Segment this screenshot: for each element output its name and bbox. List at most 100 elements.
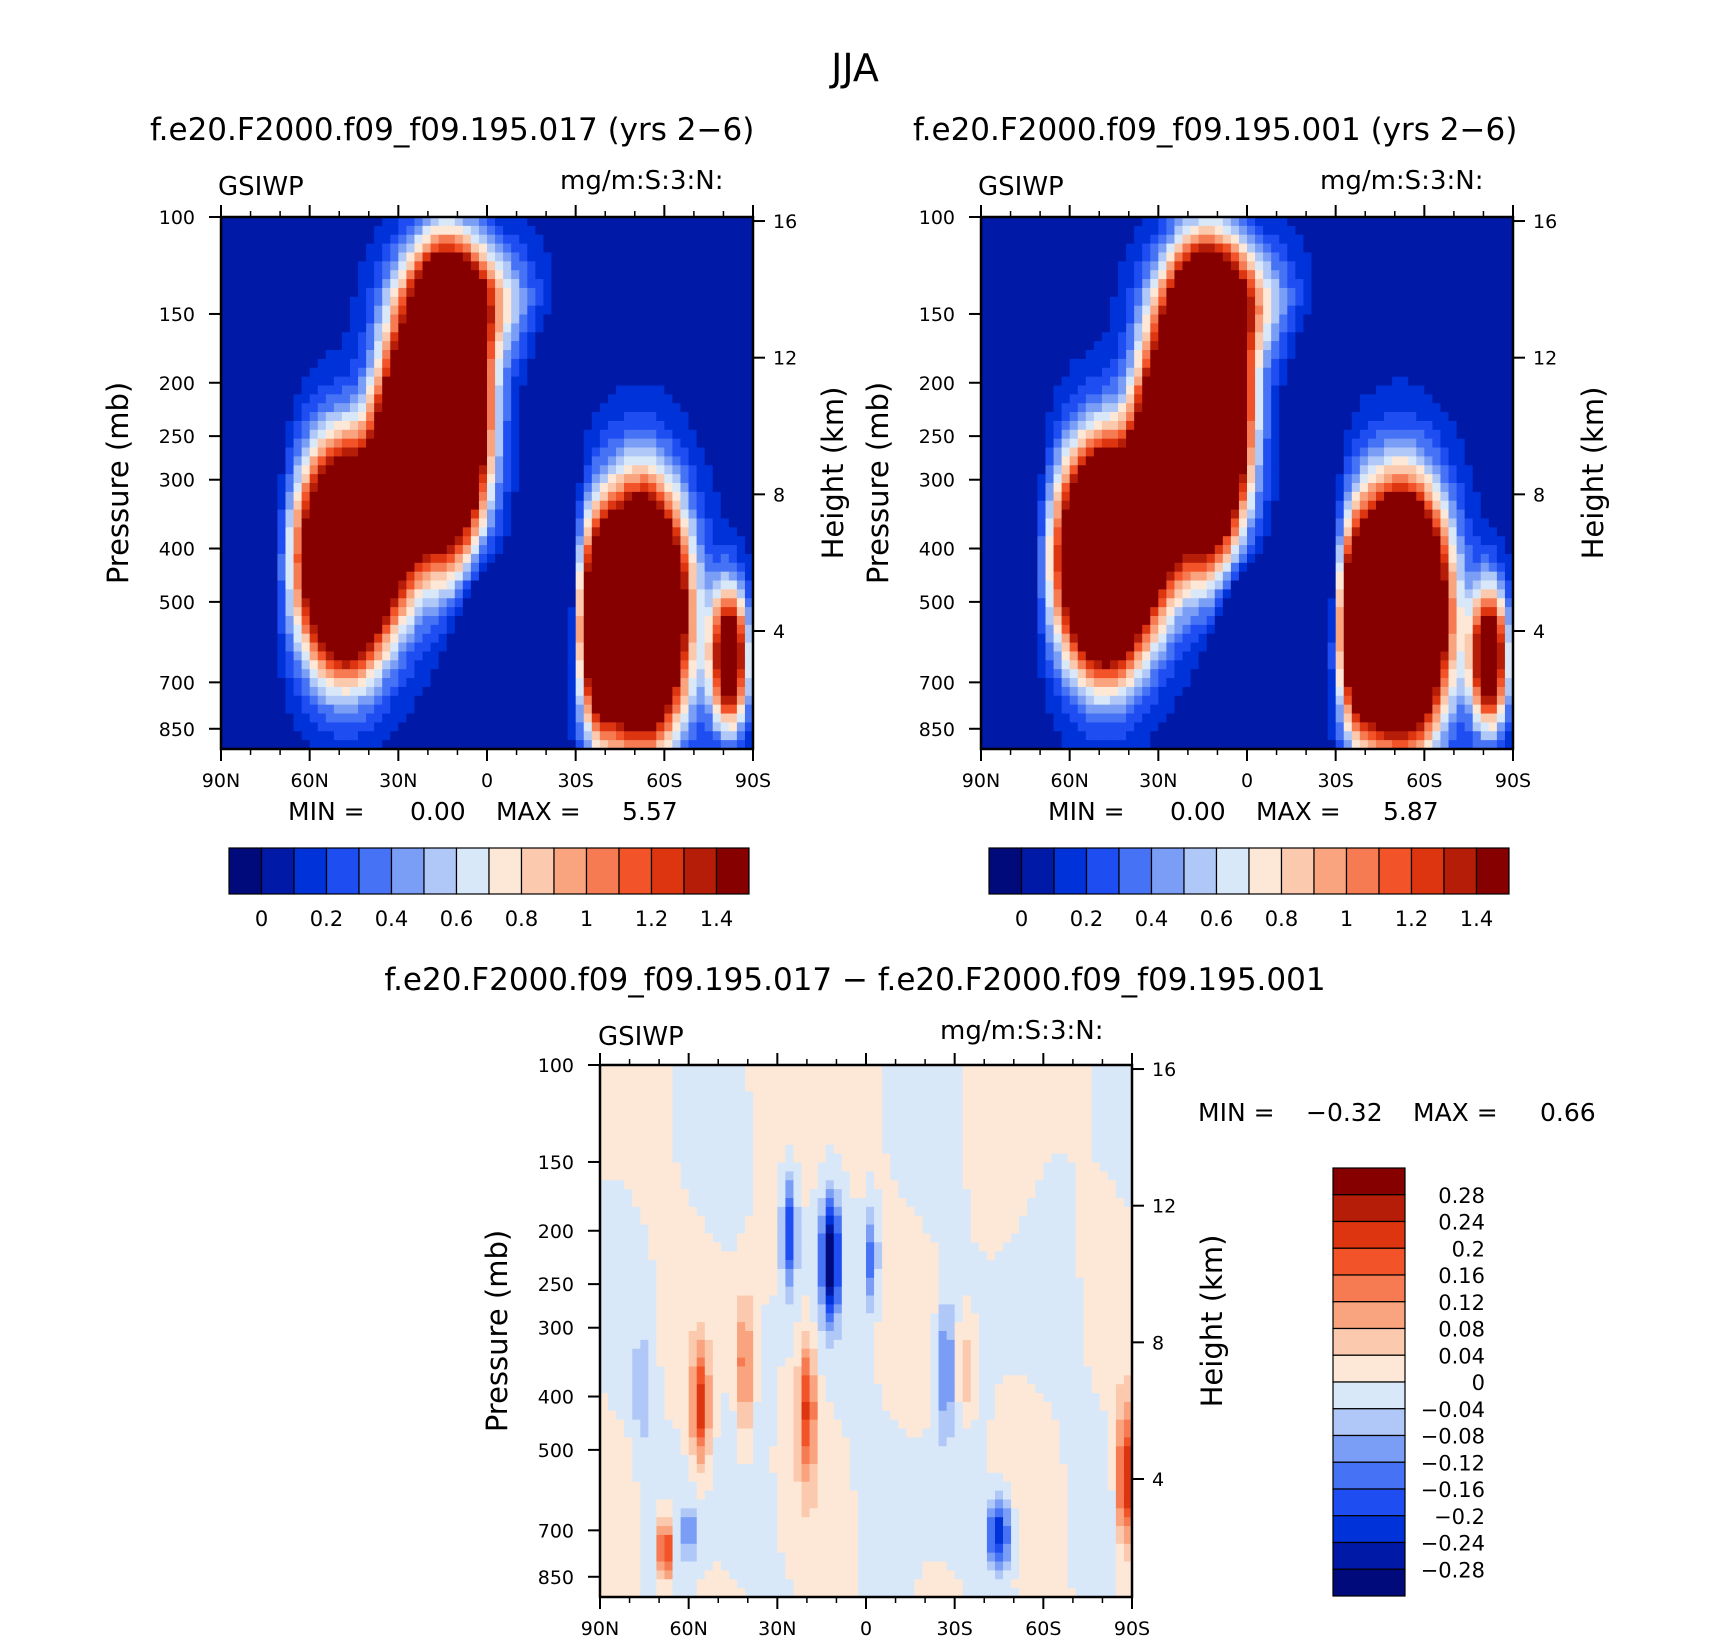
field-cell	[1150, 261, 1159, 271]
field-cell	[446, 624, 456, 635]
field-cell	[672, 217, 682, 227]
field-cell	[640, 456, 649, 466]
field-cell	[1432, 252, 1442, 262]
field-cell	[358, 429, 367, 440]
field-cell	[981, 305, 990, 316]
field-cell	[317, 518, 327, 528]
field-cell	[1480, 296, 1490, 307]
field-cell	[495, 624, 504, 635]
field-cell	[615, 633, 625, 644]
field-cell	[1400, 287, 1409, 298]
field-cell	[398, 314, 407, 324]
field-cell	[358, 598, 367, 608]
field-cell	[221, 412, 230, 422]
field-cell	[656, 704, 665, 715]
field-cell	[591, 447, 601, 457]
field-cell	[1206, 270, 1216, 280]
field-cell	[1150, 341, 1159, 351]
field-cell	[1488, 323, 1498, 333]
field-cell	[446, 305, 456, 316]
field-cell	[1263, 217, 1272, 227]
field-cell	[382, 518, 391, 528]
field-cell	[333, 686, 343, 697]
field-cell	[1230, 252, 1240, 262]
field-cell	[543, 562, 553, 573]
field-cell	[406, 429, 416, 440]
field-cell	[382, 323, 391, 333]
field-cell	[253, 474, 262, 484]
field-cell	[664, 287, 673, 298]
field-cell	[1013, 314, 1022, 324]
field-cell	[664, 403, 673, 413]
field-cell	[599, 491, 609, 502]
field-cell	[704, 243, 714, 254]
field-cell	[269, 305, 279, 316]
field-cell	[1271, 279, 1280, 289]
field-cell	[325, 314, 335, 324]
field-cell	[1432, 305, 1442, 316]
field-cell	[470, 500, 480, 511]
field-cell	[390, 607, 399, 617]
field-cell	[390, 518, 399, 528]
field-cell	[615, 252, 625, 262]
field-cell	[1093, 332, 1103, 342]
field-cell	[285, 252, 295, 262]
field-cell	[333, 323, 343, 333]
field-cell	[309, 429, 319, 440]
field-cell	[1150, 217, 1159, 227]
field-cell	[1343, 323, 1353, 333]
field-cell	[519, 420, 528, 431]
field-cell	[591, 598, 601, 608]
field-cell	[712, 456, 722, 466]
field-cell	[1182, 323, 1192, 333]
field-cell	[430, 270, 440, 280]
field-cell	[414, 686, 424, 697]
field-cell	[301, 217, 311, 227]
field-cell	[672, 394, 682, 404]
field-cell	[567, 598, 577, 608]
field-cell	[567, 385, 577, 395]
field-cell	[390, 261, 399, 271]
field-cell	[503, 731, 512, 741]
field-cell	[309, 456, 319, 466]
field-cell	[277, 367, 287, 378]
field-cell	[1005, 279, 1014, 289]
field-cell	[704, 305, 714, 316]
field-cell	[1263, 225, 1272, 236]
field-cell	[462, 314, 472, 324]
field-cell	[1126, 270, 1135, 280]
field-cell	[1005, 296, 1014, 307]
field-cell	[414, 571, 424, 582]
field-cell	[1093, 323, 1103, 333]
field-cell	[1182, 225, 1192, 236]
field-cell	[1029, 296, 1039, 307]
field-cell	[1456, 314, 1466, 324]
field-cell	[454, 589, 464, 599]
field-cell	[744, 713, 754, 723]
field-cell	[559, 562, 569, 573]
field-cell	[632, 740, 641, 750]
field-cell	[398, 305, 407, 316]
field-cell	[1134, 296, 1143, 307]
field-cell	[366, 536, 375, 546]
field-cell	[495, 500, 504, 511]
field-cell	[672, 412, 682, 422]
field-cell	[543, 341, 553, 351]
field-cell	[583, 376, 593, 387]
field-cell	[398, 704, 407, 715]
field-cell	[1222, 279, 1232, 289]
field-cell	[736, 296, 746, 307]
field-cell	[374, 217, 383, 227]
field-cell	[253, 518, 262, 528]
field-cell	[406, 562, 416, 573]
field-cell	[382, 695, 391, 706]
field-cell	[446, 580, 456, 590]
field-cell	[599, 367, 609, 378]
field-cell	[390, 243, 399, 254]
field-cell	[277, 491, 287, 502]
field-cell	[1085, 252, 1095, 262]
field-cell	[736, 225, 746, 236]
field-cell	[1126, 350, 1135, 360]
field-cell	[1214, 234, 1224, 245]
field-cell	[253, 624, 262, 635]
